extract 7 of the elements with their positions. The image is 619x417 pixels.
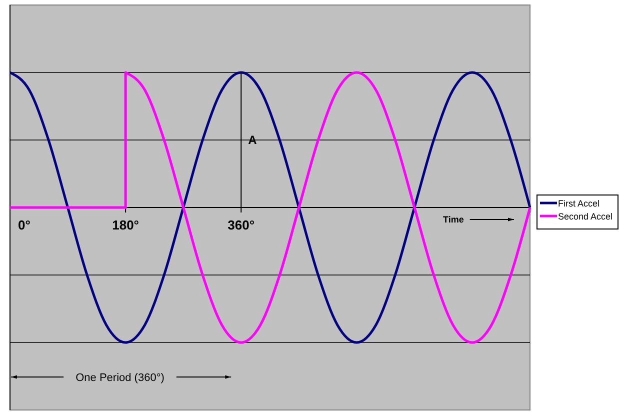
text: One Period (360°) (76, 372, 164, 384)
x-tick-label: 0° (18, 218, 30, 233)
annotation: Time (443, 214, 464, 224)
x-tick-label: 360° (228, 218, 255, 233)
legend-label: First Accel (558, 198, 600, 208)
x-tick-label: 180° (112, 218, 139, 233)
legend-label: Second Accel (558, 212, 613, 222)
